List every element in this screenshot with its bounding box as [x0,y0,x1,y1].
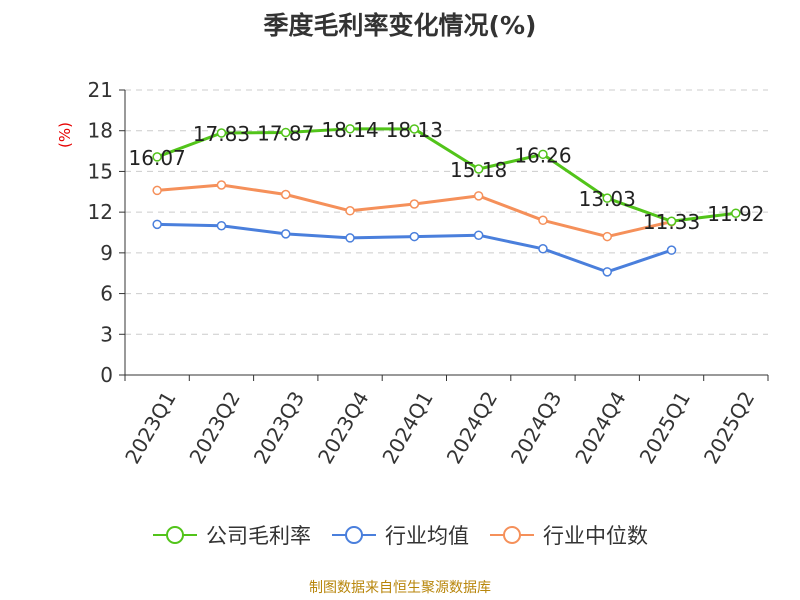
data-label: 11.33 [643,210,700,234]
legend-label: 行业均值 [385,524,469,548]
y-tick-label: 0 [100,363,113,387]
x-tick-label: 2025Q1 [635,387,695,468]
data-point [152,152,162,162]
data-point [345,206,355,216]
data-point [666,216,677,226]
legend-label: 行业中位数 [543,524,648,548]
legend-swatch [332,526,376,544]
data-point [152,219,162,230]
data-label: 13.03 [579,187,636,211]
data-point [473,230,484,240]
data-point [281,189,291,200]
x-tick-label: 2025Q2 [699,387,759,468]
legend-label: 公司毛利率 [206,524,311,548]
data-point [216,180,227,190]
data-label: 17.87 [257,121,314,145]
data-point [538,149,548,160]
legend: 公司毛利率 行业均值 行业中位数 [0,520,800,550]
data-label: 17.83 [193,122,250,146]
data-point [538,215,548,226]
data-label: 16.26 [514,143,571,167]
data-point [602,193,612,203]
data-point [409,199,420,209]
legend-item[interactable]: 行业均值 [331,520,469,550]
data-label: 18.13 [386,118,443,142]
x-tick-label: 2024Q2 [442,387,502,468]
data-point [473,164,484,174]
y-tick-label: 21 [88,78,113,102]
legend-swatch [490,526,534,544]
data-point [216,128,227,138]
data-point [281,127,291,138]
y-tick-label: 3 [100,322,113,346]
data-point [409,124,420,134]
data-point [409,231,420,242]
data-point [473,191,484,201]
data-point [538,244,548,254]
y-tick-label: 18 [88,119,113,143]
data-point [281,229,291,239]
series-line [156,127,737,223]
x-tick-label: 2024Q3 [506,387,566,468]
y-tick-label: 9 [100,241,113,265]
data-point [152,185,162,196]
data-point [345,233,355,243]
data-point [345,124,355,134]
x-tick-label: 2023Q3 [249,387,309,468]
data-point [666,245,677,255]
x-tick-label: 2023Q2 [184,387,244,468]
legend-swatch [153,526,197,544]
legend-item[interactable]: 行业中位数 [489,520,648,550]
x-tick-label: 2024Q4 [570,387,630,468]
data-label: 18.14 [321,118,378,142]
y-tick-label: 15 [88,159,113,183]
y-tick-label: 12 [88,200,113,224]
series-line [157,222,673,274]
data-label: 11.92 [707,202,764,226]
chart-title: 季度毛利率变化情况(%) [263,11,537,40]
legend-item[interactable]: 公司毛利率 [152,520,311,550]
x-tick-label: 2023Q4 [313,387,373,468]
x-tick-label: 2023Q1 [120,387,180,468]
data-source: 制图数据来自恒生聚源数据库 [309,580,491,596]
data-point [602,267,612,277]
y-tick-label: 6 [100,282,113,306]
data-point [731,208,741,218]
data-label: 16.07 [129,146,186,170]
x-tick-label: 2024Q1 [377,387,437,468]
data-label: 15.18 [450,158,507,182]
data-point [216,220,227,231]
data-point [602,231,612,242]
